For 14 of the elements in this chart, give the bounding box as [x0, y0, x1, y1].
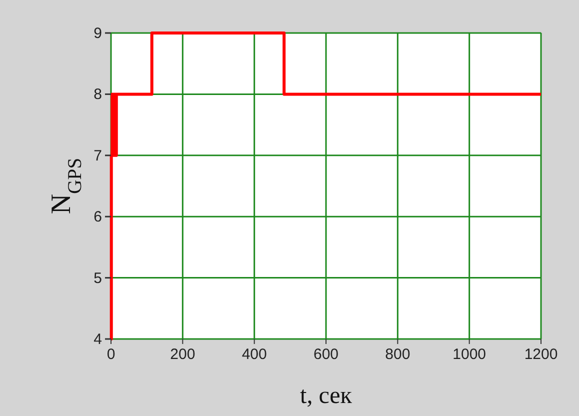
y-tick-label: 5	[94, 270, 102, 287]
x-tick-label: 600	[313, 346, 339, 363]
x-tick-label: 0	[106, 346, 116, 363]
x-tick-label: 1200	[524, 346, 558, 363]
y-tick-label: 8	[94, 86, 102, 104]
x-tick-label: 1000	[452, 346, 486, 363]
x-tick-label: 800	[385, 346, 410, 363]
y-tick-label: 6	[94, 208, 102, 226]
y-tick-label: 4	[94, 331, 102, 348]
x-axis-title: t, сек	[300, 383, 352, 409]
y-tick-label: 9	[94, 25, 102, 42]
x-tick-label: 400	[242, 346, 267, 363]
x-tick-label: 200	[170, 346, 196, 363]
y-tick-label: 7	[94, 147, 102, 164]
